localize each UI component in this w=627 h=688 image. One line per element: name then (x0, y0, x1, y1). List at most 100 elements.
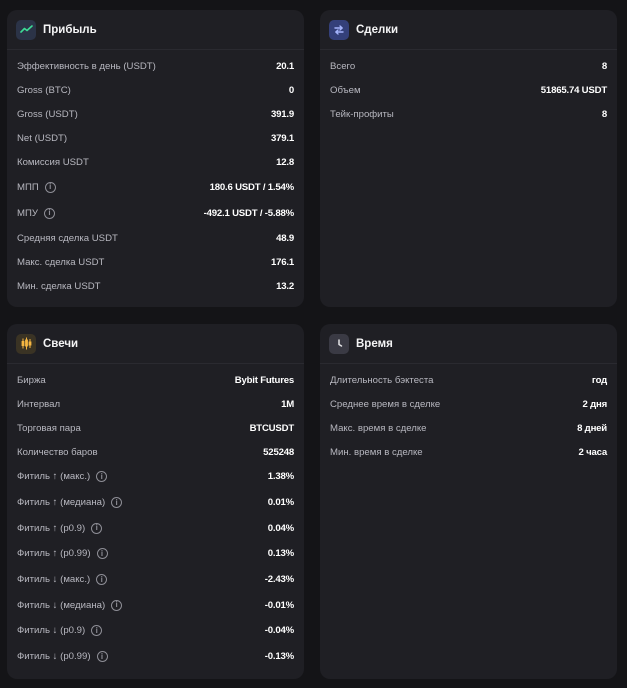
stat-value: -492.1 USDT / -5.88% (203, 207, 295, 219)
stat-label: Фитиль ↑ (медиана) (17, 497, 106, 509)
stat-value: 51865.74 USDT (540, 84, 607, 96)
stat-row: Фитиль ↓ (макс.) i -2.43% (7, 567, 304, 593)
info-icon[interactable]: i (96, 651, 108, 663)
stat-label: Мин. сделка USDT (17, 280, 101, 292)
stat-label: Фитиль ↓ (медиана) (17, 599, 106, 611)
stat-row: Фитиль ↑ (медиана) i 0.01% (7, 490, 304, 516)
time-rows: Длительность бэктеста год Среднее время в… (320, 364, 617, 464)
info-icon[interactable]: i (91, 522, 103, 534)
profit-rows: Эффективность в день (USDT) 20.1 Gross (B… (7, 50, 304, 298)
stat-row: Фитиль ↑ (p0.99) i 0.13% (7, 541, 304, 567)
candles-card-header: Свечи (7, 324, 304, 364)
stat-row: Gross (BTC) 0 (7, 78, 304, 102)
stat-label: Фитиль ↓ (p0.99) (17, 651, 91, 663)
stat-label: Макс. время в сделке (330, 422, 427, 434)
stat-row: Всего 8 (320, 54, 617, 78)
info-icon[interactable]: i (43, 207, 55, 219)
stat-value: -0.04% (264, 625, 294, 637)
stat-label: Net (USDT) (17, 132, 68, 144)
stat-value: 12.8 (276, 156, 294, 168)
stat-row: Количество баров 525248 (7, 440, 304, 464)
trend-line-icon (16, 19, 36, 40)
stat-label: Макс. сделка USDT (17, 256, 105, 268)
stat-value: 176.1 (270, 256, 294, 268)
info-icon[interactable]: i (111, 497, 123, 509)
stat-value: 8 (601, 108, 607, 120)
stat-value: 525248 (263, 446, 294, 458)
info-icon[interactable]: i (44, 181, 56, 193)
stat-label: Фитиль ↑ (p0.99) (17, 548, 91, 560)
stat-row: Фитиль ↑ (макс.) i 1.38% (7, 464, 304, 490)
stat-row: Макс. сделка USDT 176.1 (7, 250, 304, 274)
stat-row: Комиссия USDT 12.8 (7, 150, 304, 174)
stat-value: 0.01% (267, 497, 294, 509)
stat-label: Торговая пара (17, 422, 81, 434)
info-icon[interactable]: i (96, 574, 108, 586)
stat-label: Фитиль ↑ (макс.) (17, 471, 91, 483)
stat-row: Макс. время в сделке 8 дней (320, 416, 617, 440)
stat-value: -0.13% (264, 651, 294, 663)
candles-card: Свечи Биржа Bybit Futures Интервал 1M Торг… (7, 324, 304, 679)
stat-row: Тейк-профиты 8 (320, 102, 617, 126)
stat-value: 0.13% (267, 548, 294, 560)
stat-row: Net (USDT) 379.1 (7, 126, 304, 150)
stat-label: МПУ (17, 207, 38, 219)
stat-row: Интервал 1M (7, 392, 304, 416)
candlestick-icon (16, 333, 36, 354)
candles-card-title: Свечи (43, 337, 79, 350)
stat-row: Фитиль ↑ (p0.9) i 0.04% (7, 515, 304, 541)
stat-row: Биржа Bybit Futures (7, 368, 304, 392)
stat-row: Среднее время в сделке 2 дня (320, 392, 617, 416)
stat-row: Фитиль ↓ (p0.99) i -0.13% (7, 644, 304, 670)
stat-value: год (591, 374, 607, 386)
profit-card-header: Прибыль (7, 10, 304, 50)
trades-card-header: Сделки (320, 10, 617, 50)
stat-value: 2 дня (582, 398, 608, 410)
stat-label: Объем (330, 84, 361, 96)
stat-row: Мин. время в сделке 2 часа (320, 440, 617, 464)
stat-label: Тейк-профиты (330, 108, 394, 120)
swap-arrows-icon (329, 19, 349, 40)
stat-row: Торговая пара BTCUSDT (7, 416, 304, 440)
stat-value: 48.9 (276, 232, 294, 244)
stat-label: Мин. время в сделке (330, 446, 423, 458)
stat-label: Фитиль ↑ (p0.9) (17, 522, 86, 534)
stat-value: Bybit Futures (234, 374, 294, 386)
stat-label: Средняя сделка USDT (17, 232, 118, 244)
stat-value: -0.01% (264, 599, 294, 611)
stat-value: 391.9 (270, 108, 294, 120)
stat-value: 8 (601, 60, 607, 72)
stat-value: 0.04% (267, 522, 294, 534)
info-icon[interactable]: i (111, 599, 123, 611)
clock-icon (329, 333, 349, 354)
stat-label: Среднее время в сделке (330, 398, 441, 410)
profit-card: Прибыль Эффективность в день (USDT) 20.1 … (7, 10, 304, 307)
stat-row: Средняя сделка USDT 48.9 (7, 226, 304, 250)
stat-row: Мин. сделка USDT 13.2 (7, 274, 304, 298)
candles-rows: Биржа Bybit Futures Интервал 1M Торговая п… (7, 364, 304, 464)
stat-label: МПП (17, 181, 39, 193)
stat-value: 0 (288, 84, 294, 96)
stat-label: Эффективность в день (USDT) (17, 60, 156, 72)
stat-value: 13.2 (276, 280, 294, 292)
stat-value: 379.1 (270, 132, 294, 144)
stat-label: Всего (330, 60, 356, 72)
time-card-title: Время (356, 337, 393, 350)
stat-row: Эффективность в день (USDT) 20.1 (7, 54, 304, 78)
stat-row: МПУ i -492.1 USDT / -5.88% (7, 200, 304, 226)
stat-value: -2.43% (264, 574, 294, 586)
wick-rows: Фитиль ↑ (макс.) i 1.38% Фитиль ↑ (медиана… (7, 464, 304, 670)
stat-row: Фитиль ↓ (медиана) i -0.01% (7, 592, 304, 618)
info-icon[interactable]: i (91, 625, 103, 637)
info-icon[interactable]: i (96, 548, 108, 560)
trades-card-title: Сделки (356, 23, 399, 36)
info-icon[interactable]: i (96, 471, 108, 483)
stat-label: Фитиль ↓ (p0.9) (17, 625, 86, 637)
time-card: Время Длительность бэктеста год Среднее в… (320, 324, 617, 679)
stat-row: Длительность бэктеста год (320, 368, 617, 392)
stat-value: 8 дней (577, 422, 607, 434)
stat-label: Биржа (17, 374, 46, 386)
stat-label: Интервал (17, 398, 61, 410)
stat-value: 20.1 (276, 60, 294, 72)
stat-label: Фитиль ↓ (макс.) (17, 574, 91, 586)
